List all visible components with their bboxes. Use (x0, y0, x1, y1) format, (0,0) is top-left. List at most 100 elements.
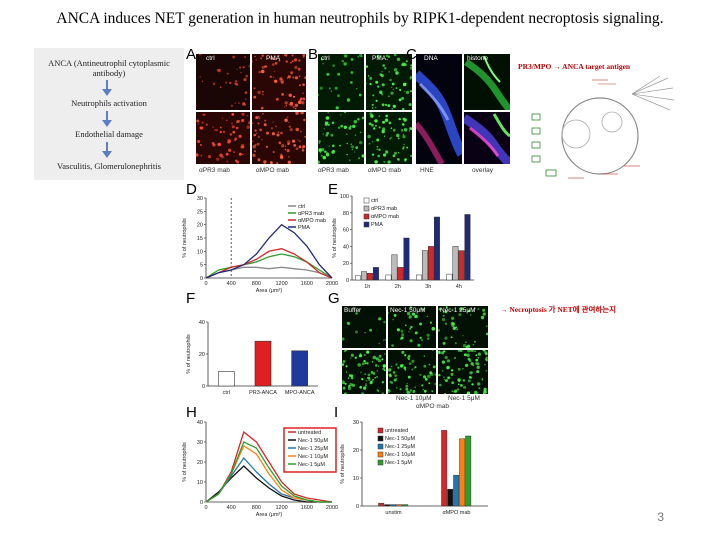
cell-speck (257, 135, 261, 139)
cell-speck (478, 387, 481, 389)
cell-speck (482, 312, 486, 316)
cell-speck (255, 116, 257, 118)
cell-speck (302, 54, 306, 57)
cell-speck (359, 386, 362, 389)
cell-speck (451, 316, 455, 320)
cell-speck (390, 91, 394, 95)
cell-speck (326, 131, 329, 135)
y-tick-label: 10 (197, 249, 203, 255)
bar (218, 371, 235, 387)
cell-speck (368, 142, 371, 145)
cell-speck (371, 103, 374, 106)
legend-label: Nec-1 10μM (385, 452, 415, 458)
cell-speck (410, 325, 413, 329)
bar (373, 267, 379, 281)
cell-speck (294, 103, 299, 107)
cell-speck (405, 82, 407, 85)
cell-speck (477, 352, 481, 356)
cell-speck (340, 114, 342, 116)
cell-speck (322, 133, 324, 135)
cell-speck (248, 64, 250, 68)
y-tick-label: 25 (197, 209, 203, 215)
cell-speck (281, 93, 284, 96)
bar (428, 246, 434, 281)
cell-speck (298, 145, 302, 149)
cell-speck (438, 307, 442, 311)
legend-label: ctrl (371, 198, 378, 204)
y-tick-label: 20 (199, 352, 205, 358)
series-line (205, 441, 332, 503)
cell-speck (426, 315, 428, 317)
cell-speck (246, 125, 250, 129)
y-tick-label: 0 (200, 276, 203, 282)
micro-label: Buffer (344, 307, 362, 314)
cell-speck (235, 126, 239, 130)
cell-speck (419, 322, 423, 326)
cell-speck (388, 312, 389, 314)
cell-speck (376, 375, 378, 378)
cell-speck (473, 390, 478, 394)
cell-speck (467, 344, 471, 348)
cell-speck (262, 90, 264, 93)
cell-speck (361, 392, 365, 394)
legend-label: ctrl (298, 204, 305, 210)
cell-speck (225, 119, 228, 122)
cell-speck (402, 135, 406, 139)
cell-speck (255, 59, 257, 61)
legend-swatch (377, 459, 384, 466)
cell-speck (199, 143, 202, 147)
legend-label: PMA (371, 222, 383, 228)
legend-swatch (377, 435, 384, 442)
cell-speck (457, 367, 461, 371)
cell-speck (292, 76, 295, 79)
cell-speck (381, 103, 385, 107)
cell-speck (422, 388, 424, 391)
cell-speck (270, 57, 273, 60)
cell-speck (377, 359, 382, 363)
cell-speck (409, 77, 412, 80)
micro-caption: Nec-1 5μM (448, 395, 480, 402)
cell-speck (279, 77, 283, 81)
micrograph-a-mpo (252, 112, 306, 164)
y-axis-label: % of neutrophils (340, 444, 346, 484)
cell-speck (344, 392, 347, 394)
cell-speck (484, 364, 486, 366)
cell-speck (391, 365, 393, 368)
cell-speck (462, 379, 466, 382)
cell-speck (409, 328, 411, 330)
cell-speck (443, 379, 446, 381)
down-arrow-icon (102, 111, 112, 127)
legend-label: Nec-1 50μM (298, 438, 328, 444)
cell-speck (269, 75, 272, 78)
legend-label: PMA (298, 225, 310, 231)
cell-speck (233, 151, 235, 154)
y-tick-label: 15 (197, 236, 203, 242)
cell-speck (470, 371, 473, 374)
cell-speck (429, 372, 432, 374)
cell-speck (408, 315, 412, 319)
cell-speck (340, 124, 344, 128)
cell-speck (350, 357, 352, 359)
cell-speck (378, 317, 382, 321)
bar (403, 237, 410, 281)
cell-speck (364, 373, 367, 375)
cell-speck (361, 55, 363, 57)
cell-speck (272, 151, 275, 153)
cell-speck (458, 313, 462, 317)
cell-speck (377, 85, 380, 88)
cell-speck (406, 382, 408, 385)
y-tick-label: 20 (197, 223, 203, 229)
cell-speck (410, 64, 412, 67)
cell-speck (385, 150, 389, 154)
cell-speck (363, 360, 366, 363)
cell-speck (432, 365, 436, 369)
legend-label: Nec-1 50μM (385, 436, 415, 442)
cell-speck (361, 378, 364, 381)
cell-speck (274, 61, 278, 65)
cell-speck (326, 72, 330, 76)
series-line (205, 430, 333, 503)
cell-speck (383, 339, 385, 341)
cell-speck (318, 148, 322, 152)
x-axis-label: Area (μm²) (256, 288, 283, 294)
cell-speck (432, 350, 434, 351)
